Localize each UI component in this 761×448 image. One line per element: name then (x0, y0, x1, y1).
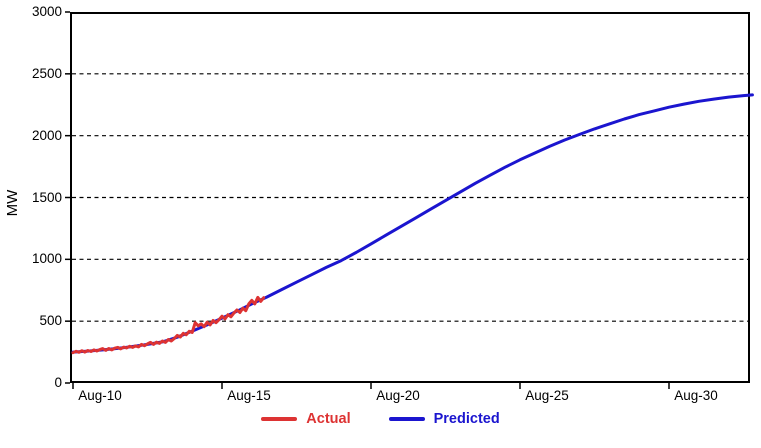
series-line-predicted (71, 93, 754, 354)
x-tick-label: Aug-10 (78, 388, 122, 403)
legend-label-predicted: Predicted (433, 411, 500, 427)
series-line-actual (71, 295, 266, 355)
y-tick-label: 500 (39, 313, 62, 329)
x-tick-label: Aug-20 (376, 388, 420, 403)
legend: Actual Predicted (0, 411, 761, 427)
y-tick-label: 2500 (31, 65, 62, 81)
y-tick-label: 0 (54, 375, 62, 390)
y-tick-label: 3000 (31, 4, 62, 19)
x-tick-label: Aug-15 (227, 388, 271, 403)
legend-label-actual: Actual (306, 411, 351, 427)
y-tick-label: 2000 (31, 127, 62, 143)
legend-line-predicted (388, 417, 425, 421)
y-tick-label: 1500 (31, 189, 62, 205)
x-tick-label: Aug-25 (525, 388, 569, 403)
plot-frame (70, 12, 750, 383)
y-tick-label: 1000 (31, 251, 62, 267)
legend-line-actual (261, 417, 298, 421)
x-tick-label: Aug-30 (674, 388, 718, 403)
